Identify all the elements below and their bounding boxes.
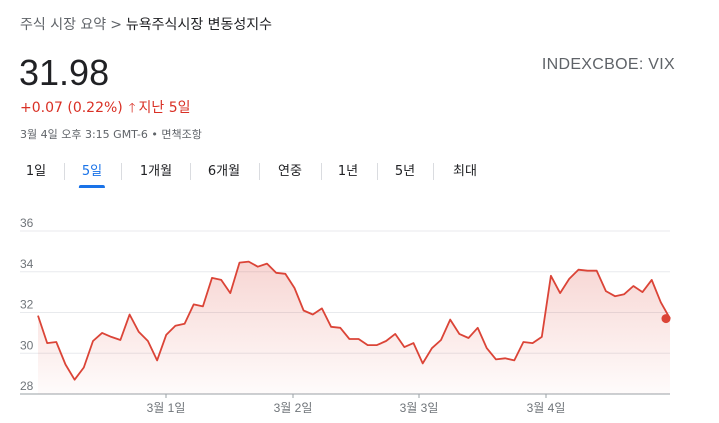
ticker-symbol: INDEXCBOE: VIX [541, 56, 675, 73]
y-tick-label: 32 [20, 298, 34, 312]
tab-divider [377, 163, 378, 180]
tab-divider [259, 163, 260, 180]
breadcrumb-current: 뉴욕주식시장 변동성지수 [125, 17, 273, 33]
tab-divider [64, 163, 65, 180]
arrow-up-icon: 🡑 [128, 101, 136, 116]
x-tick-label: 3월 3일 [400, 401, 439, 415]
y-tick-label: 30 [20, 338, 34, 352]
tab-1d[interactable]: 1일 [25, 164, 47, 179]
series-line [37, 260, 671, 381]
tab-divider [121, 163, 122, 180]
breadcrumb-separator: > [110, 17, 122, 33]
series-area [38, 261, 670, 394]
tab-1m[interactable]: 1개월 [139, 164, 173, 179]
y-tick-label: 34 [20, 257, 34, 271]
tab-divider [433, 163, 434, 180]
x-tick-label: 3월 1일 [147, 401, 186, 415]
tab-divider [321, 163, 322, 180]
timestamp: 3월 4일 오후 3:15 GMT-6 • 면책조항 [20, 126, 202, 142]
price-change: +0.07 (0.22%) 🡑 지난 5일 [20, 97, 191, 121]
tab-max[interactable]: 최대 [453, 164, 477, 179]
tab-5d[interactable]: 5일 [76, 160, 108, 188]
breadcrumb: 주식 시장 요약 > 뉴욕주식시장 변동성지수 [20, 14, 272, 34]
tab-divider [190, 163, 191, 180]
x-tick-label: 3월 4일 [527, 401, 566, 415]
tab-1y[interactable]: 1년 [337, 164, 359, 179]
change-value: +0.07 (0.22%) [20, 100, 123, 116]
last-point-marker [661, 314, 671, 324]
price-value: 31.98 [19, 52, 110, 93]
tab-6m[interactable]: 6개월 [207, 164, 241, 179]
timestamp-text: 3월 4일 오후 3:15 GMT-6 • 면책조항 [20, 128, 202, 141]
breadcrumb-parent-link[interactable]: 주식 시장 요약 [20, 17, 107, 33]
y-tick-label: 36 [20, 216, 34, 230]
tab-5y[interactable]: 5년 [394, 164, 416, 179]
x-tick-label: 3월 2일 [274, 401, 313, 415]
change-period: 지난 5일 [138, 100, 191, 116]
tab-ytd[interactable]: 연중 [278, 164, 302, 179]
y-tick-label: 28 [20, 379, 34, 393]
